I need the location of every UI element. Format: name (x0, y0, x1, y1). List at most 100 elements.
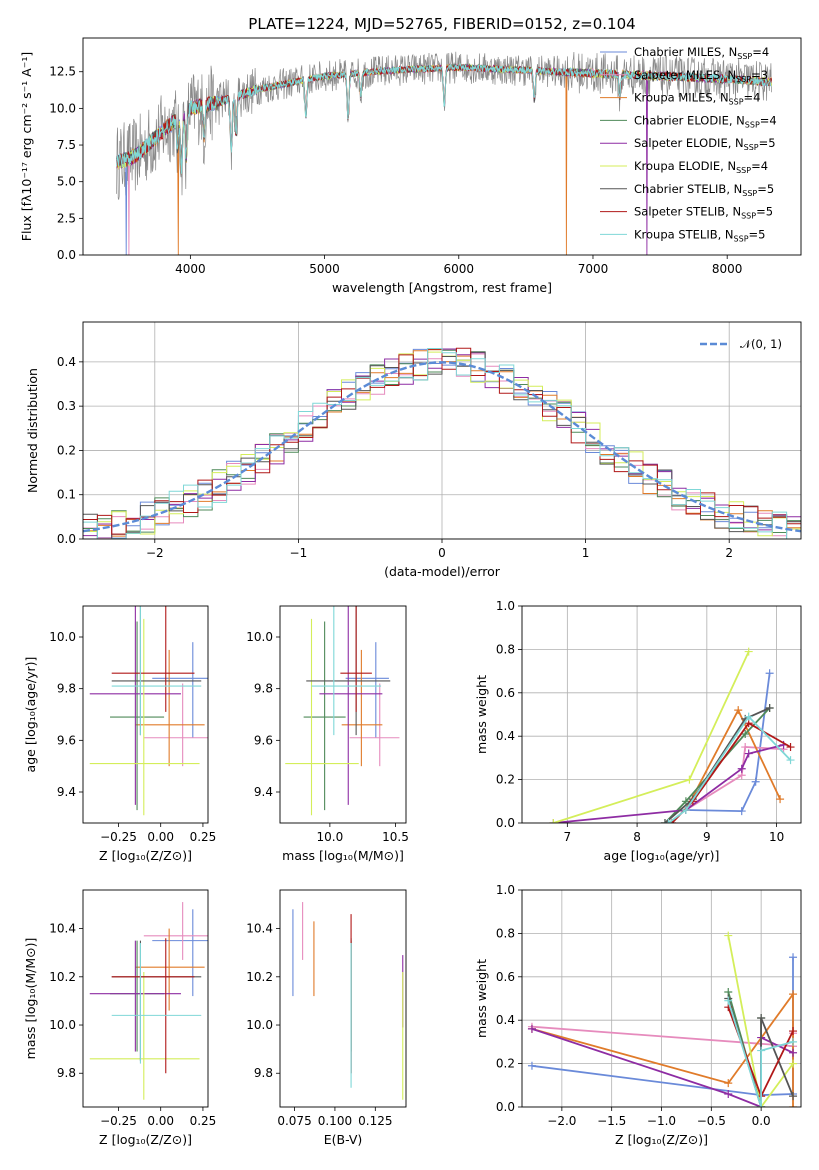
y-tick-label: 0.0 (496, 1100, 515, 1114)
plot-area (116, 51, 772, 255)
legend-entry: 𝒩(0, 1) (740, 337, 782, 351)
y-tick-label: 0.2 (496, 1057, 515, 1071)
legend-count: =5 (756, 205, 773, 219)
axes-age-vs-Z: −0.25 0.00 0.25 9.4 9.6 9.8 10.0 Z [log₁₀(Z/Z⊙)… (23, 605, 217, 863)
weight-marker (776, 795, 785, 804)
axes-border (82, 321, 802, 540)
axes-border (82, 37, 802, 256)
y-tick-label: 0.8 (496, 926, 515, 940)
axes-border (521, 605, 802, 824)
weight-series-line (685, 746, 784, 811)
weight-marker (681, 805, 690, 814)
weight-marker (789, 1103, 798, 1107)
weight-marker (724, 1079, 733, 1088)
y-tick-label: 9.4 (57, 785, 76, 799)
weight-marker (549, 819, 558, 823)
y-tick-label: 10.0 (246, 1018, 273, 1032)
axes-weight-vs-Z: −2.0 −1.5 −1.0 −0.5 0.0 0.0 0.2 0.4 0.6 0.8 1.0 Z [… (474, 883, 802, 1147)
x-axis-label: wavelength [Angstrom, rest frame] (332, 280, 552, 295)
x-tick-label: 6000 (444, 262, 475, 276)
y-tick-label: 9.8 (57, 682, 76, 696)
weight-series-line (664, 707, 770, 823)
axes-border (279, 605, 407, 824)
y-tick-label: 12.5 (49, 65, 76, 79)
x-tick-label: 2 (725, 546, 733, 560)
y-tick-label: 0.6 (496, 686, 515, 700)
axes-border (82, 889, 209, 1108)
legend-count: =4 (760, 113, 777, 127)
legend-count: =5 (749, 227, 766, 241)
y-axis-label: Flux [fλ10⁻¹⁷ erg cm⁻² s⁻¹ A⁻¹] (19, 52, 34, 241)
gaussian-reference-line (83, 361, 801, 533)
plot-area (89, 606, 208, 816)
y-tick-label: 10.4 (49, 922, 76, 936)
legend-entry-name: Salpeter MILES, N (634, 68, 736, 82)
x-tick-label: 10 (769, 830, 784, 844)
legend-sub: SSP (745, 120, 760, 129)
x-tick-label: 4000 (175, 262, 206, 276)
weight-marker (724, 996, 733, 1005)
weight-marker (741, 743, 750, 752)
x-tick-label: −1 (290, 546, 308, 560)
weight-marker (789, 1037, 798, 1046)
legend-count: =5 (759, 136, 776, 150)
weight-marker (744, 712, 753, 721)
legend-sub: SSP (736, 166, 751, 175)
y-axis-label: mass [log₁₀(M/M⊙)] (23, 938, 38, 1060)
legend-entry: Kroupa MILES, NSSP=4 (634, 91, 760, 107)
legend-entry: Kroupa ELODIE, NSSP=4 (634, 159, 768, 175)
y-tick-label: 10.4 (246, 922, 273, 936)
legend-entry-name: Chabrier ELODIE, N (634, 113, 745, 127)
y-tick-label: 9.4 (254, 785, 273, 799)
x-tick-label: 7000 (578, 262, 609, 276)
x-axis-label: mass [log₁₀(M/M⊙)] (282, 848, 404, 863)
y-tick-label: 0.0 (57, 248, 76, 262)
legend-entry: Chabrier MILES, NSSP=4 (634, 45, 769, 61)
plot-area (522, 890, 801, 1107)
x-tick-label: 0.00 (147, 1114, 174, 1128)
plot-area (83, 322, 801, 539)
x-tick-label: 10.5 (382, 830, 409, 844)
axes-weight-vs-age: 7 8 9 10 0.0 0.2 0.4 0.6 0.8 1.0 age [log₁₀(age/yr… (474, 599, 802, 863)
legend-entry-name: Chabrier STELIB, N (634, 182, 742, 196)
weight-marker (789, 990, 798, 999)
legend-sub: SSP (741, 212, 756, 221)
y-axis-label: age [log₁₀(age/yr)] (23, 657, 38, 773)
y-axis-label: mass weight (474, 959, 489, 1038)
weight-marker (757, 1103, 766, 1107)
y-tick-label: 10.2 (49, 970, 76, 984)
axes-residuals: −2 −1 0 1 2 0.0 0.1 0.2 0.3 0.4 (data-model)/error… (25, 321, 802, 579)
x-axis-label: E(B-V) (324, 1132, 363, 1147)
x-tick-label: 5000 (309, 262, 340, 276)
axes-border (82, 605, 209, 824)
weight-marker (765, 669, 774, 678)
legend-entry: Salpeter ELODIE, NSSP=5 (634, 136, 776, 152)
weight-series-line (685, 673, 771, 813)
legend-sub: SSP (729, 98, 744, 107)
weight-series-line (685, 708, 781, 811)
y-tick-label: 10.0 (49, 1018, 76, 1032)
y-tick-label: 10.2 (246, 970, 273, 984)
legend-count: =5 (757, 182, 774, 196)
x-tick-label: 0.25 (190, 830, 217, 844)
x-tick-label: 8000 (712, 262, 743, 276)
x-tick-label: −0.25 (100, 830, 137, 844)
y-tick-label: 0.2 (496, 773, 515, 787)
x-axis-label: (data-model)/error (384, 564, 501, 579)
weight-marker (789, 1027, 798, 1036)
legend-sub: SSP (734, 234, 749, 243)
weight-marker (741, 730, 750, 739)
x-axis-label: Z [log₁₀(Z/Z⊙)] (99, 848, 192, 863)
legend-sub: SSP (737, 52, 752, 61)
x-tick-label: 0.00 (147, 830, 174, 844)
y-tick-label: 0.1 (57, 488, 76, 502)
x-axis-label: Z [log₁₀(Z/Z⊙)] (99, 1132, 192, 1147)
y-tick-label: 0.4 (496, 1013, 515, 1027)
legend-entry: Chabrier ELODIE, NSSP=4 (634, 113, 777, 129)
axes-border (521, 889, 802, 1108)
x-tick-label: 0.0 (752, 1114, 771, 1128)
y-tick-label: 5.0 (57, 175, 76, 189)
weight-series-line (664, 707, 771, 823)
weight-marker (527, 1061, 536, 1070)
